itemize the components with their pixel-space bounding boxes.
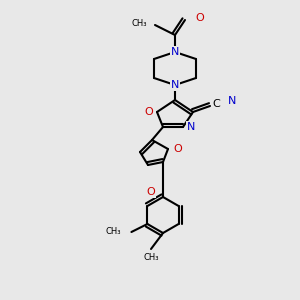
Text: O: O [146,187,155,197]
Text: O: O [195,13,204,23]
Text: O: O [144,107,153,117]
Text: N: N [171,47,179,57]
Text: CH₃: CH₃ [106,227,121,236]
Text: N: N [171,80,179,90]
Text: CH₃: CH₃ [143,253,159,262]
Text: O: O [173,144,182,154]
Text: CH₃: CH₃ [131,19,147,28]
Text: N: N [228,96,236,106]
Text: C: C [212,99,220,109]
Text: N: N [187,122,195,132]
